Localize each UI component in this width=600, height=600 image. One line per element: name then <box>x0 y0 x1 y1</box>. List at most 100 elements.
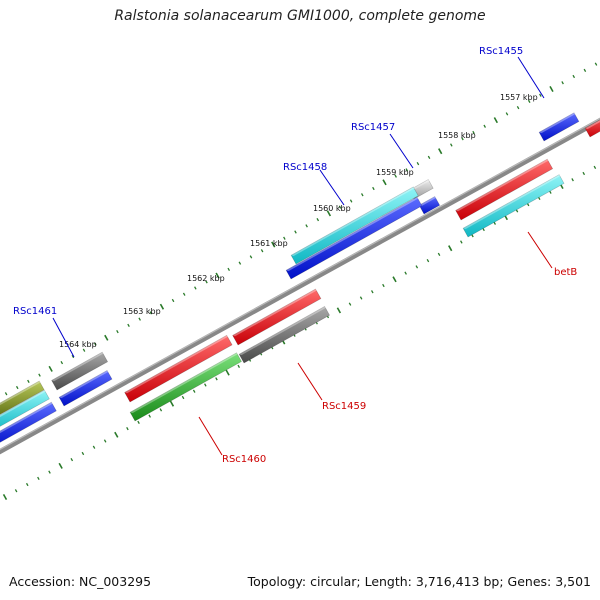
gene-RSc1457-blue-box[interactable] <box>418 196 441 215</box>
outer-tick <box>182 292 186 296</box>
outer-tick <box>372 186 375 191</box>
inner-tick <box>48 470 51 474</box>
leader-RSc1460 <box>198 416 223 456</box>
gene-label-RSc1459[interactable]: RSc1459 <box>322 401 366 412</box>
inner-tick <box>515 209 519 213</box>
outer-tick <box>27 379 30 383</box>
inner-tick <box>92 445 96 449</box>
inner-tick <box>448 245 453 252</box>
outer-tick <box>271 241 276 248</box>
outer-tick <box>294 230 297 234</box>
gene-RSc1458-box-bevel <box>291 186 416 257</box>
gene-label-RSc1458[interactable]: RSc1458 <box>283 162 327 173</box>
gene-RSc1459-red-box-bevel <box>232 289 318 337</box>
inner-tick <box>404 271 407 275</box>
gene-RSc1458-blue-box[interactable] <box>285 196 423 280</box>
outer-tick <box>549 85 554 92</box>
inner-tick <box>58 462 63 469</box>
gene-RSc1455-box[interactable] <box>538 112 580 142</box>
genome-backbone <box>0 117 600 455</box>
inner-tick <box>25 482 29 487</box>
inner-tick <box>392 276 397 283</box>
gene-olive-box-bevel <box>0 381 42 406</box>
outer-tick <box>493 117 499 124</box>
gene-edge-red-box[interactable] <box>584 114 600 138</box>
gene-RSc1460-red-box-bevel <box>124 335 230 394</box>
inner-tick <box>593 165 597 169</box>
inner-tick <box>181 395 185 400</box>
inner-tick <box>37 476 40 480</box>
gene-left-cyan-box-bevel <box>0 390 47 418</box>
gene-betB-box[interactable] <box>462 174 565 238</box>
outer-tick <box>283 236 286 240</box>
outer-tick <box>427 155 431 160</box>
scale-label-1560: 1560 kbp <box>313 204 351 213</box>
inner-tick <box>437 252 441 257</box>
outer-tick <box>394 174 397 178</box>
outer-tick <box>205 280 208 284</box>
inner-tick <box>537 196 541 201</box>
inner-tick <box>215 377 218 381</box>
outer-tick <box>516 106 520 110</box>
outer-tick <box>405 168 409 172</box>
gene-RSc1459-box[interactable] <box>238 306 330 364</box>
inner-tick <box>426 259 430 263</box>
gene-RSc1460-red-box[interactable] <box>124 334 233 403</box>
gene-label-RSc1461[interactable]: RSc1461 <box>13 306 57 317</box>
outer-tick <box>360 193 364 197</box>
outer-tick <box>15 385 19 390</box>
gene-label-RSc1460[interactable]: RSc1460 <box>222 454 266 465</box>
inner-tick <box>526 203 530 207</box>
inner-tick <box>582 171 586 176</box>
gene-features <box>0 112 600 448</box>
label-leaders <box>52 56 553 456</box>
gene-RSc1460-box[interactable] <box>129 352 242 422</box>
outer-tick-marks <box>4 62 598 396</box>
outer-tick <box>71 354 75 359</box>
inner-tick <box>70 458 74 462</box>
outer-tick <box>38 373 41 377</box>
gene-RSc1461-box[interactable] <box>51 351 109 391</box>
gene-RSc1461-blue-box-bevel <box>59 370 110 399</box>
outer-tick <box>305 224 308 228</box>
outer-tick <box>227 267 231 272</box>
outer-tick <box>194 286 197 290</box>
outer-tick <box>450 143 453 147</box>
gene-betB-red-box[interactable] <box>455 158 554 221</box>
inner-tick <box>382 283 385 288</box>
outer-tick <box>539 93 542 97</box>
gene-RSc1461-box-bevel <box>51 352 105 382</box>
gene-betB-box-bevel <box>463 174 562 230</box>
leader-RSc1457 <box>389 133 414 169</box>
leader-RSc1459 <box>297 362 323 401</box>
scale-label-1563: 1563 kbp <box>123 307 161 316</box>
inner-tick <box>137 420 140 424</box>
inner-tick <box>103 439 107 443</box>
gene-label-RSc1455[interactable]: RSc1455 <box>479 46 523 57</box>
scale-label-1561: 1561 kbp <box>250 239 288 248</box>
leader-RSc1455 <box>517 56 545 99</box>
inner-tick <box>126 426 129 431</box>
outer-tick <box>461 137 464 141</box>
gene-olive-box[interactable] <box>0 380 45 420</box>
outer-tick <box>249 255 253 259</box>
outer-tick <box>238 261 242 265</box>
gene-left-blue-box[interactable] <box>0 401 57 448</box>
outer-tick <box>138 317 141 321</box>
outer-tick <box>260 249 264 253</box>
outer-tick <box>583 68 587 72</box>
inner-tick <box>148 414 151 418</box>
gene-RSc1458-box[interactable] <box>290 186 419 265</box>
gene-left-cyan-box[interactable] <box>0 389 50 432</box>
gene-RSc1459-red-box[interactable] <box>232 288 322 346</box>
outer-tick <box>472 130 475 135</box>
outer-tick <box>215 272 220 279</box>
outer-tick <box>127 323 130 327</box>
gene-RSc1457-blue-box-bevel <box>419 196 438 207</box>
gene-label-betB[interactable]: betB <box>554 267 577 278</box>
inner-tick <box>482 227 485 232</box>
gene-RSc1461-blue-box[interactable] <box>58 370 113 407</box>
outer-tick <box>438 148 443 155</box>
inner-tick <box>237 364 241 369</box>
gene-label-RSc1457[interactable]: RSc1457 <box>351 122 395 133</box>
